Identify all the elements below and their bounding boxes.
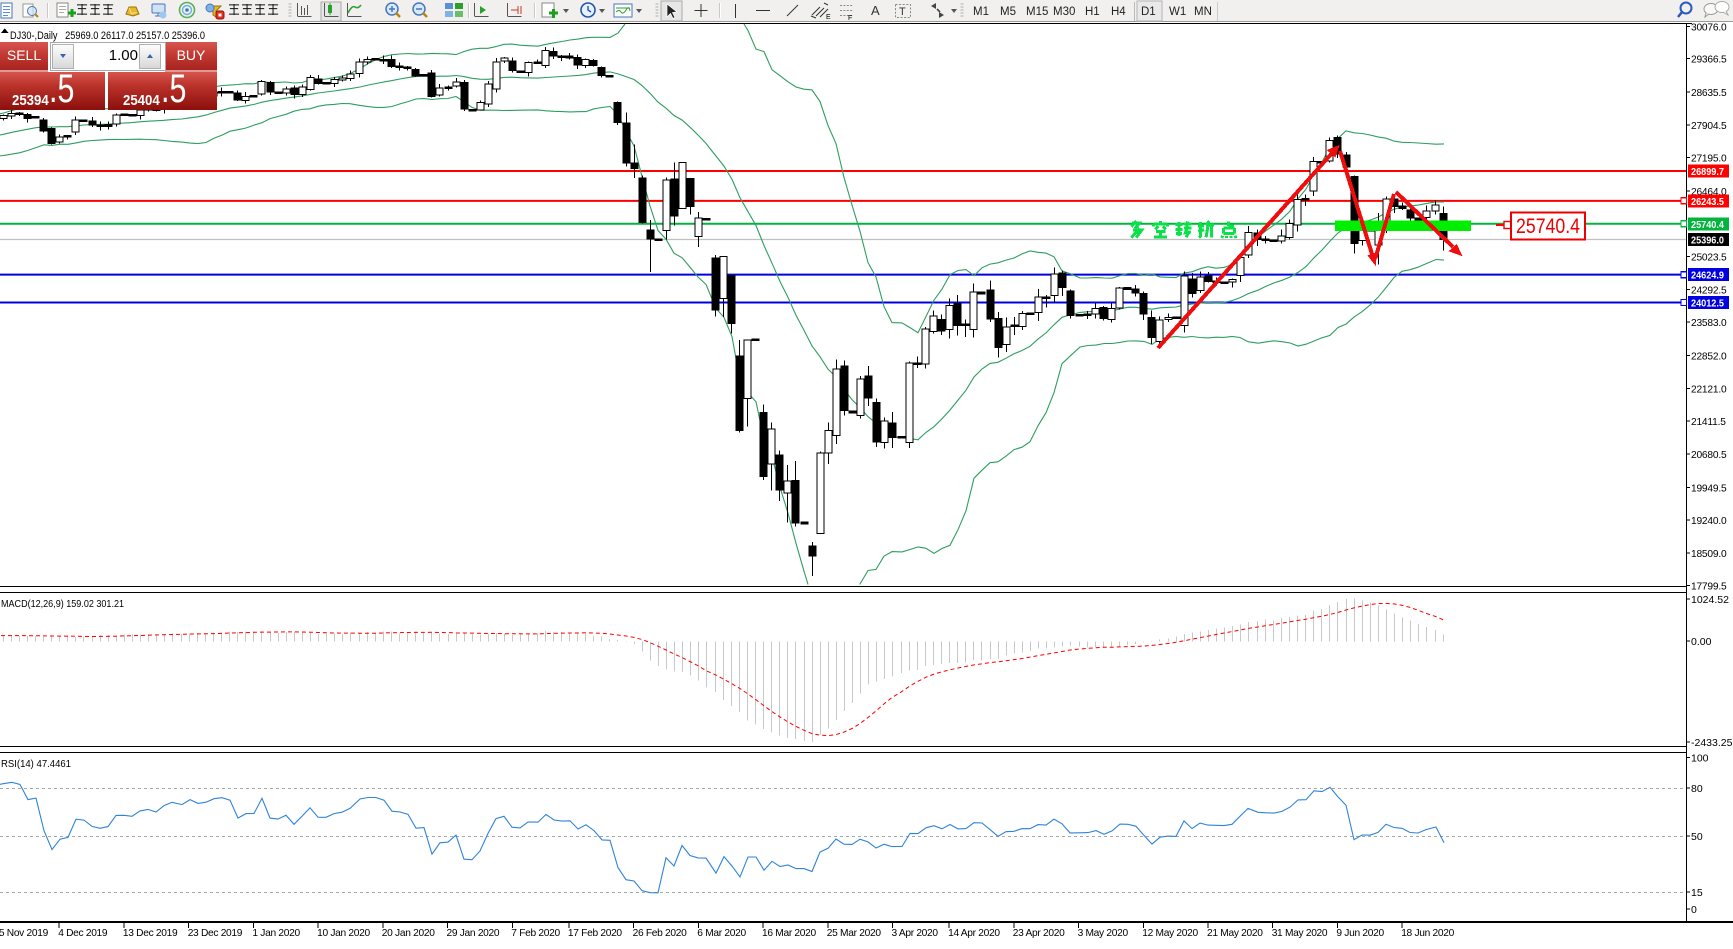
svg-text:27904.5: 27904.5 — [1691, 121, 1727, 132]
svg-text:9 Jun 2020: 9 Jun 2020 — [1336, 928, 1384, 939]
svg-text:27195.0: 27195.0 — [1691, 154, 1727, 165]
svg-text:1 Jan 2020: 1 Jan 2020 — [252, 928, 300, 939]
svg-text:17 Feb 2020: 17 Feb 2020 — [568, 928, 623, 939]
svg-text:M15: M15 — [1026, 6, 1048, 18]
svg-text:20 Jan 2020: 20 Jan 2020 — [382, 928, 435, 939]
svg-text:23 Apr 2020: 23 Apr 2020 — [1013, 928, 1065, 939]
svg-text:15: 15 — [1691, 887, 1703, 899]
svg-text:18 Jun 2020: 18 Jun 2020 — [1401, 928, 1454, 939]
svg-text:25740.4: 25740.4 — [1691, 220, 1724, 231]
svg-text:0: 0 — [1691, 904, 1697, 916]
svg-text:29 Jan 2020: 29 Jan 2020 — [447, 928, 500, 939]
svg-text:23 Dec 2019: 23 Dec 2019 — [188, 928, 243, 939]
svg-text:25 Nov 2019: 25 Nov 2019 — [0, 928, 49, 939]
svg-text:26243.5: 26243.5 — [1691, 197, 1724, 208]
svg-text:10 Jan 2020: 10 Jan 2020 — [317, 928, 370, 939]
svg-text:24012.5: 24012.5 — [1691, 299, 1724, 310]
svg-text:28635.5: 28635.5 — [1691, 88, 1727, 99]
svg-text:W1: W1 — [1169, 6, 1186, 18]
svg-text:-2433.25: -2433.25 — [1691, 737, 1733, 749]
svg-text:26 Feb 2020: 26 Feb 2020 — [633, 928, 688, 939]
svg-text:22121.0: 22121.0 — [1691, 385, 1727, 396]
svg-text:25740.4: 25740.4 — [1516, 214, 1580, 238]
svg-text:DJ30-,Daily 25969.0 26117.0: DJ30-,Daily 25969.0 26117.0 25157.0 2539… — [10, 30, 205, 42]
svg-text:31 May 2020: 31 May 2020 — [1272, 928, 1328, 939]
svg-text:18509.0: 18509.0 — [1691, 549, 1727, 560]
svg-text:21 May 2020: 21 May 2020 — [1207, 928, 1263, 939]
svg-text:6 Mar 2020: 6 Mar 2020 — [697, 928, 746, 939]
svg-text:25396.0: 25396.0 — [1691, 236, 1724, 247]
svg-text:20680.5: 20680.5 — [1691, 450, 1727, 461]
svg-text:A: A — [871, 3, 880, 18]
svg-text:4 Dec 2019: 4 Dec 2019 — [58, 928, 108, 939]
svg-text:F: F — [848, 15, 852, 22]
svg-text:E: E — [826, 14, 831, 21]
svg-text:21411.5: 21411.5 — [1691, 417, 1726, 428]
svg-text:22852.0: 22852.0 — [1691, 351, 1727, 362]
svg-text:0.00: 0.00 — [1691, 636, 1712, 648]
svg-text:50: 50 — [1691, 831, 1703, 843]
svg-text:M30: M30 — [1053, 6, 1075, 18]
svg-text:30076.0: 30076.0 — [1691, 22, 1727, 33]
svg-text:17799.5: 17799.5 — [1691, 581, 1727, 592]
svg-text:RSI(14) 47.4461: RSI(14) 47.4461 — [1, 758, 71, 770]
svg-text:26464.0: 26464.0 — [1691, 187, 1727, 198]
svg-text:T: T — [899, 6, 906, 18]
svg-text:3 May 2020: 3 May 2020 — [1078, 928, 1129, 939]
svg-text:26899.7: 26899.7 — [1691, 167, 1724, 178]
svg-text:14 Apr 2020: 14 Apr 2020 — [948, 928, 1000, 939]
svg-text:16 Mar 2020: 16 Mar 2020 — [762, 928, 817, 939]
svg-text:D1: D1 — [1141, 6, 1156, 18]
svg-text:23583.0: 23583.0 — [1691, 318, 1727, 329]
svg-text:19240.0: 19240.0 — [1691, 516, 1727, 527]
svg-text:19949.5: 19949.5 — [1691, 484, 1727, 495]
svg-text:H4: H4 — [1111, 6, 1126, 18]
svg-text:24292.5: 24292.5 — [1691, 286, 1727, 297]
svg-text:100: 100 — [1691, 753, 1709, 765]
svg-text:M5: M5 — [1000, 6, 1016, 18]
svg-text:3 Apr 2020: 3 Apr 2020 — [892, 928, 939, 939]
svg-text:MN: MN — [1194, 6, 1212, 18]
svg-text:25 Mar 2020: 25 Mar 2020 — [827, 928, 882, 939]
svg-text:80: 80 — [1691, 783, 1703, 795]
svg-text:24624.9: 24624.9 — [1691, 271, 1724, 282]
svg-text:13 Dec 2019: 13 Dec 2019 — [123, 928, 178, 939]
svg-text:MACD(12,26,9) 159.02 301.21: MACD(12,26,9) 159.02 301.21 — [1, 598, 124, 610]
svg-text:1024.52: 1024.52 — [1691, 594, 1729, 606]
svg-text:29366.5: 29366.5 — [1691, 55, 1727, 66]
svg-text:12 May 2020: 12 May 2020 — [1142, 928, 1198, 939]
svg-text:7 Feb 2020: 7 Feb 2020 — [511, 928, 560, 939]
svg-text:M1: M1 — [973, 6, 989, 18]
svg-text:H1: H1 — [1085, 6, 1100, 18]
svg-text:25023.5: 25023.5 — [1691, 252, 1727, 263]
